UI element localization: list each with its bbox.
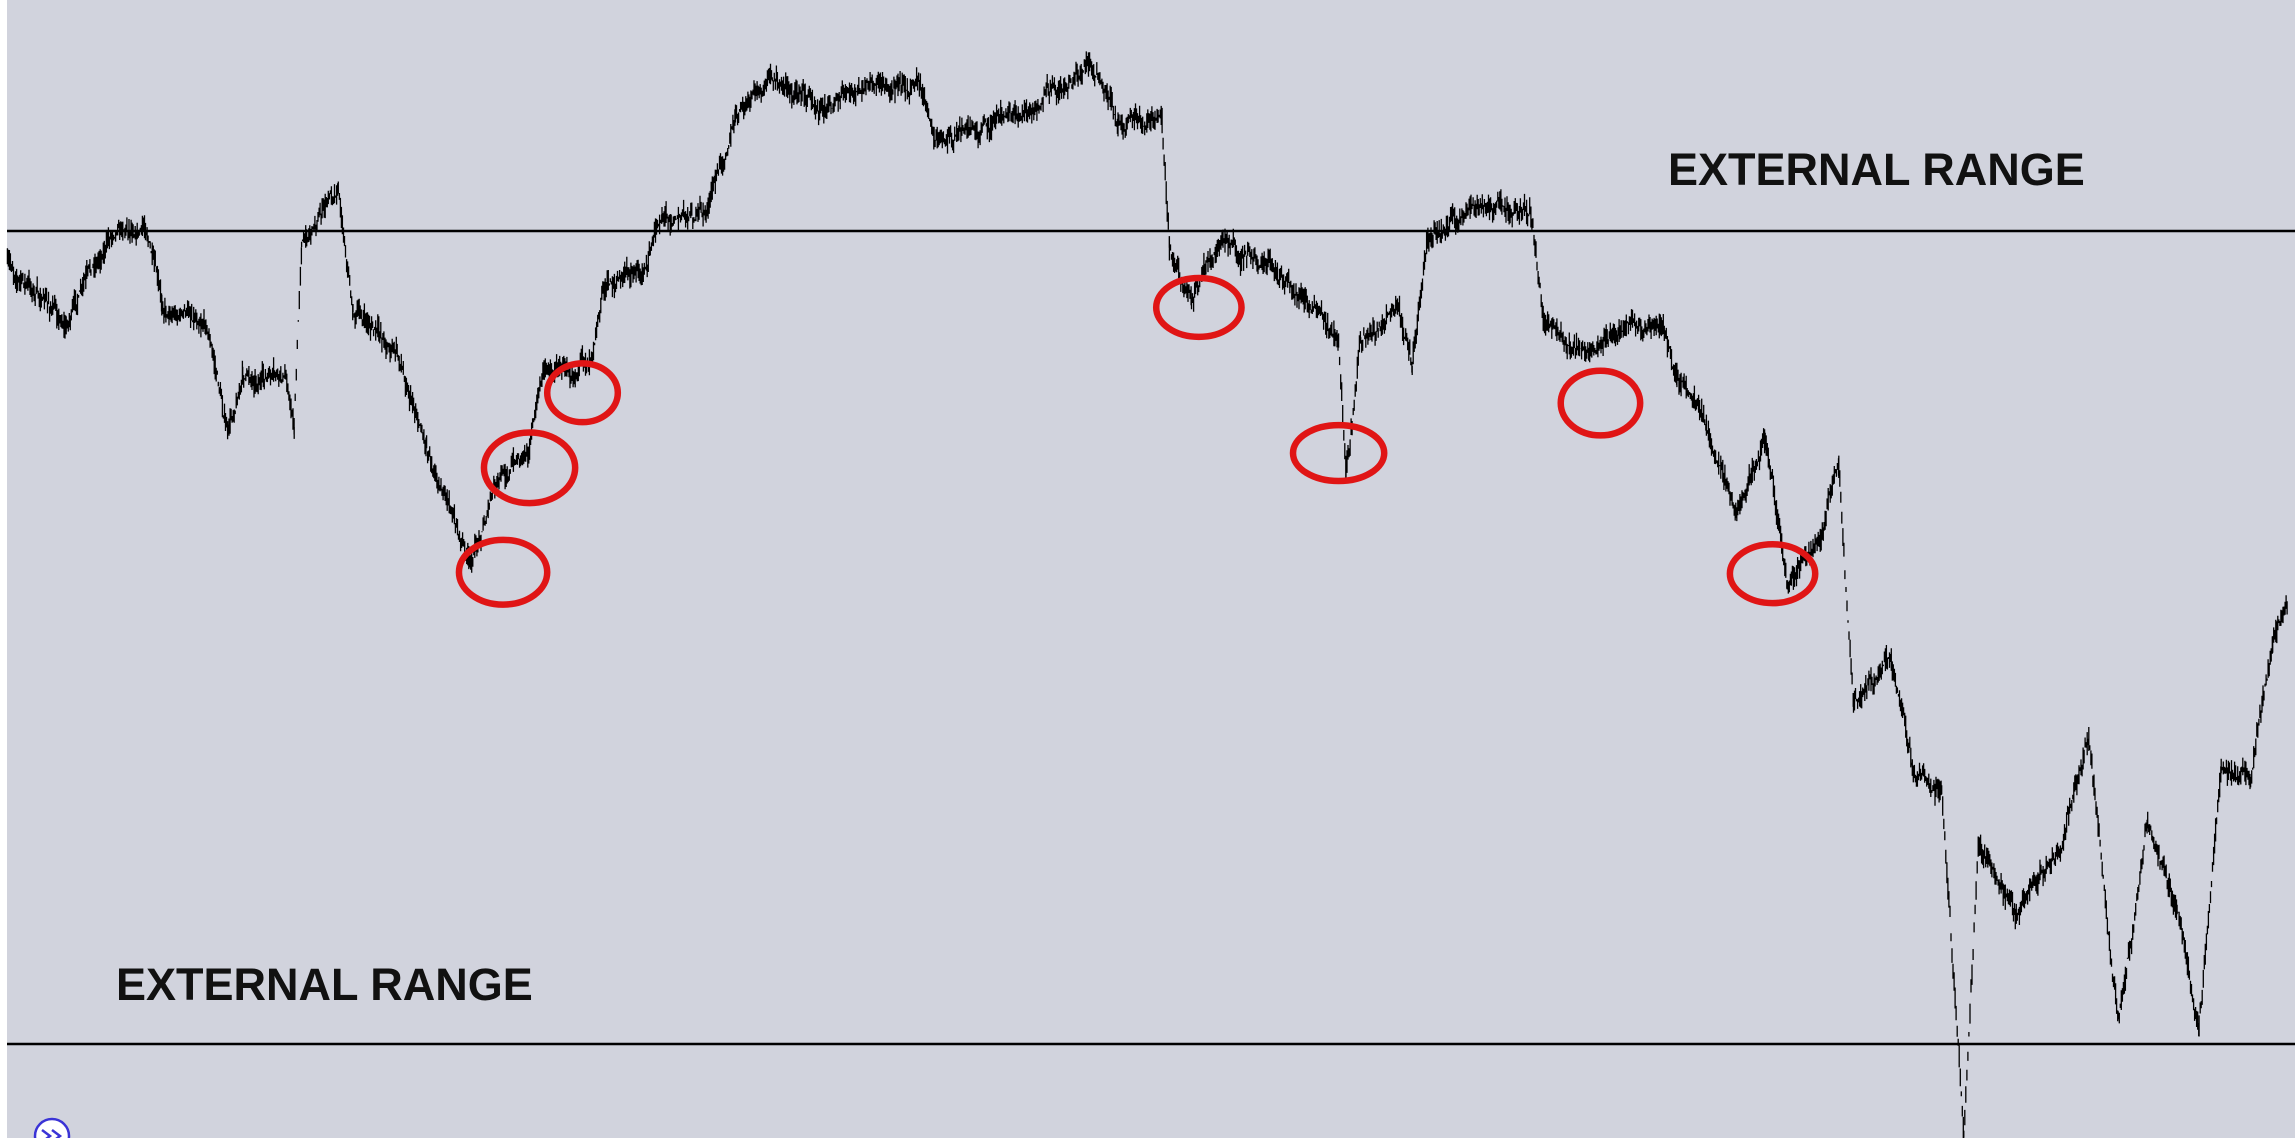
highlight-circles (455, 274, 1819, 608)
chart-background (7, 0, 2295, 1138)
highlight-circle (1726, 541, 1819, 607)
highlight-circle (543, 360, 622, 426)
range-label-bottom: EXTERNAL RANGE (116, 959, 533, 1010)
range-label-top: EXTERNAL RANGE (1668, 144, 2085, 195)
highlight-circle (1289, 421, 1388, 485)
highlight-circle (1152, 274, 1245, 341)
scroll-icon[interactable] (33, 1117, 71, 1138)
highlight-circle (1557, 367, 1644, 439)
price-trace (6, 51, 2288, 1138)
highlight-circle (455, 536, 551, 608)
price-series (6, 51, 2288, 1138)
highlight-circle (480, 429, 579, 507)
